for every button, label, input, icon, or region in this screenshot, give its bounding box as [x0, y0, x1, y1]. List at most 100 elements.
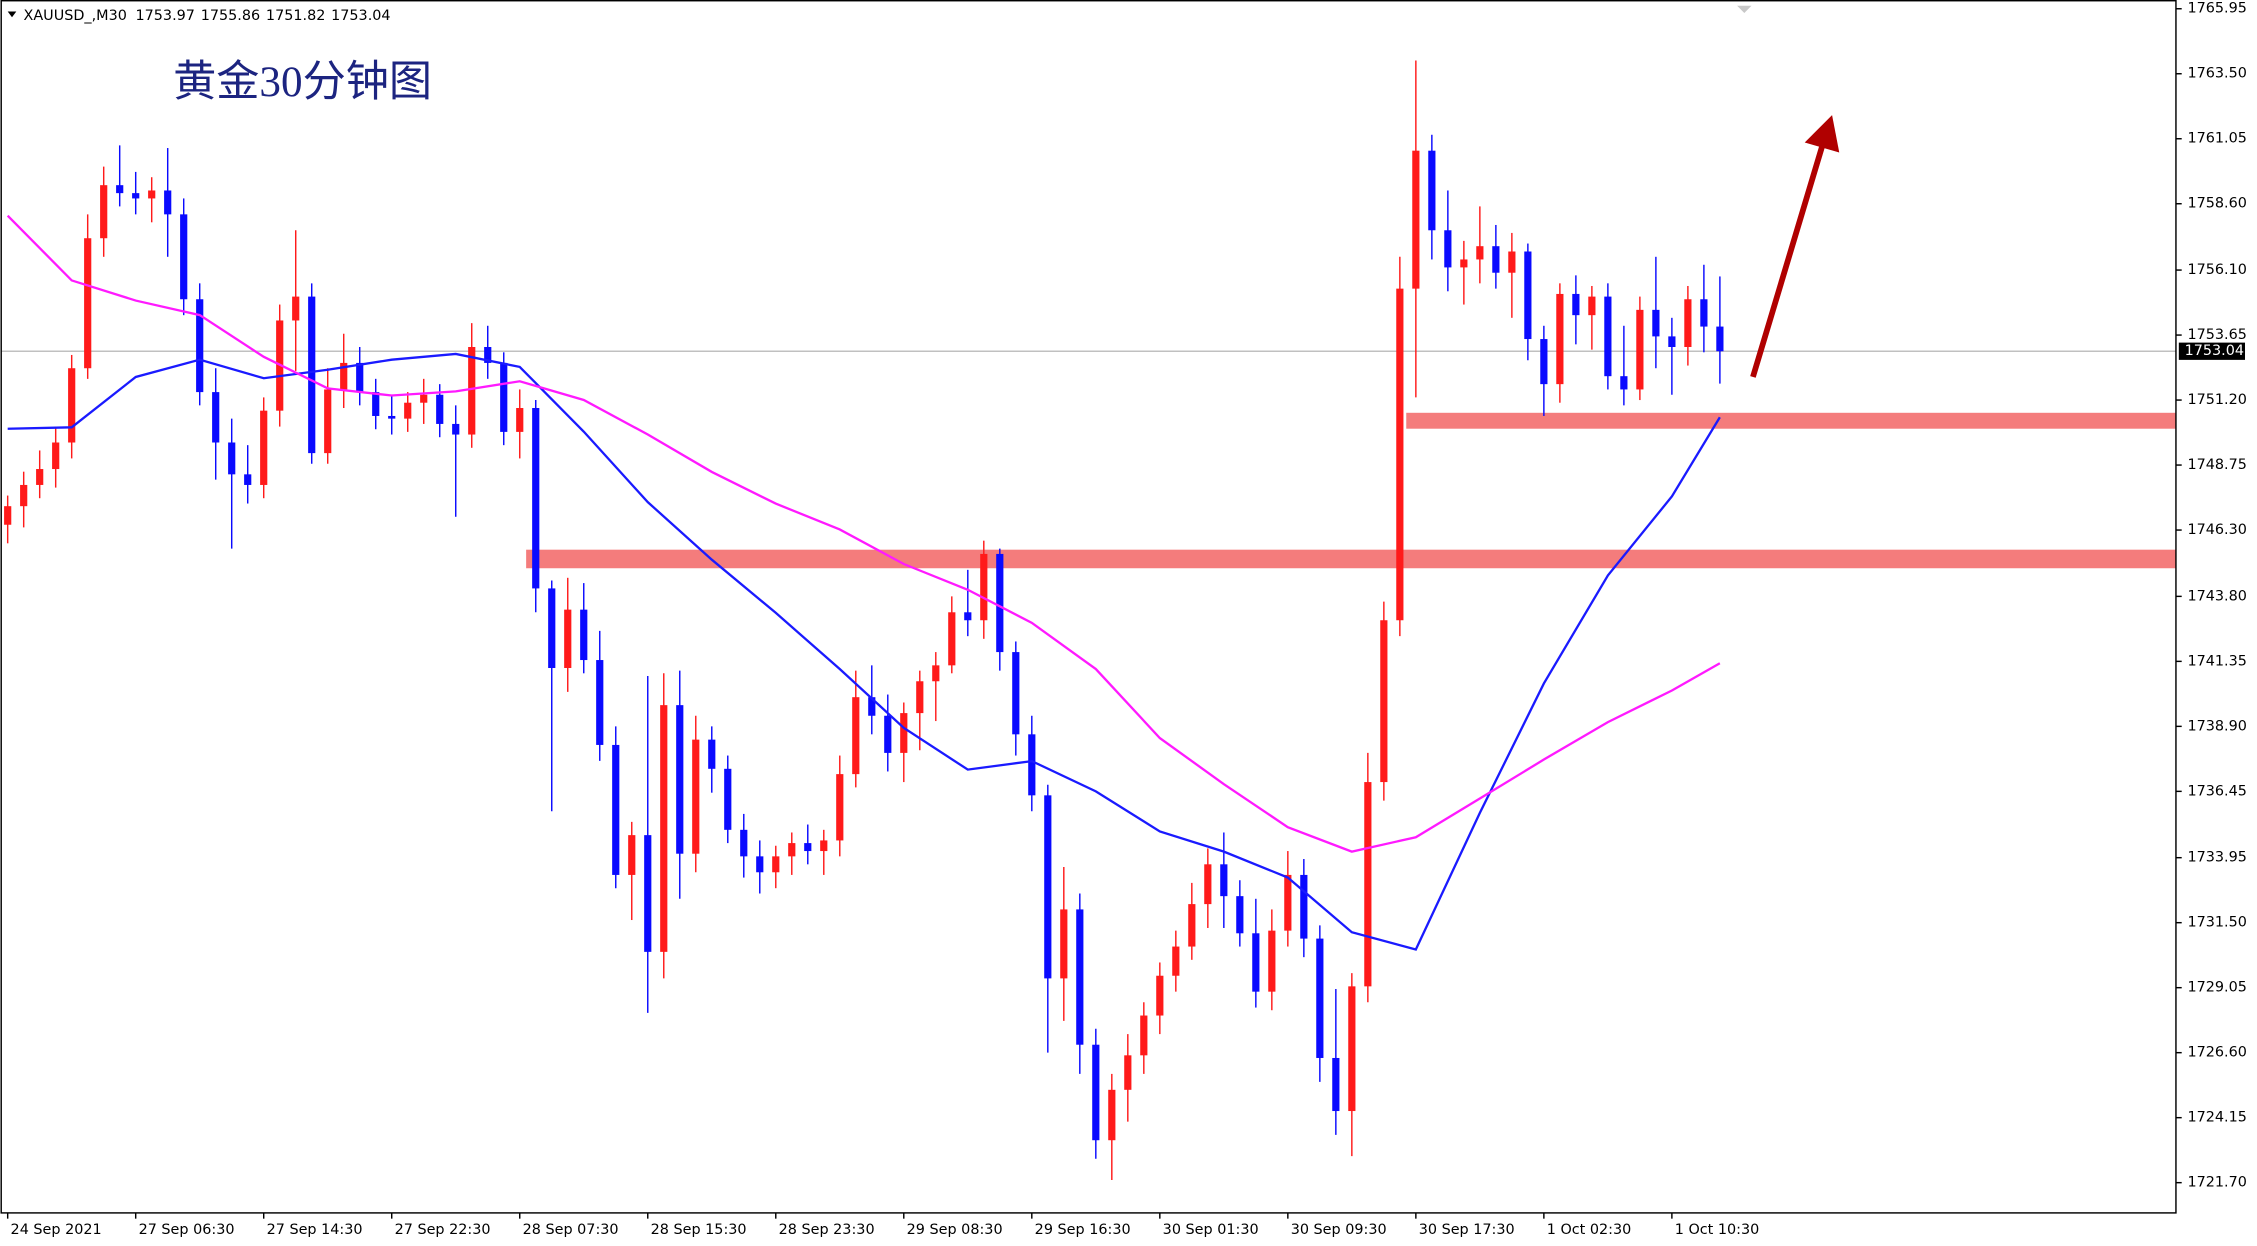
x-tick-label: 30 Sep 17:30: [1419, 1222, 1515, 1238]
x-tick-label: 28 Sep 07:30: [523, 1222, 619, 1238]
x-tick-label: 27 Sep 06:30: [139, 1222, 235, 1238]
candle-body: [1156, 975, 1164, 1016]
candle-body: [772, 856, 780, 873]
candle-body: [916, 681, 924, 714]
candle-body: [1268, 930, 1276, 992]
candle-body: [1364, 782, 1372, 987]
candle-body: [20, 484, 28, 507]
candle-body: [1396, 288, 1404, 621]
header-high: 1755.86: [201, 8, 260, 24]
candle-body: [292, 296, 300, 321]
candle-body: [452, 423, 460, 435]
candle-body: [1524, 251, 1532, 340]
candle-body: [628, 835, 636, 875]
y-tick-label: 1731.50: [2187, 915, 2246, 931]
candle-body: [1588, 296, 1596, 316]
candle-body: [820, 840, 828, 852]
y-tick-label: 1761.05: [2187, 131, 2246, 147]
candle-body: [180, 214, 188, 300]
candle-body: [1476, 246, 1484, 260]
candle-body: [948, 612, 956, 666]
candle-body: [724, 768, 732, 830]
y-tick-label: 1743.80: [2187, 588, 2246, 604]
candle-body: [740, 829, 748, 857]
candle-body: [596, 660, 604, 745]
candle-body: [1252, 933, 1260, 992]
chart-header: XAUUSD_,M30 1753.97 1755.86 1751.82 1753.04: [24, 8, 391, 24]
candle-body: [900, 713, 908, 753]
candle-body: [852, 697, 860, 775]
header-triangle: [7, 11, 17, 18]
candle-body: [1204, 864, 1212, 905]
candle-body: [244, 474, 252, 485]
candle-body: [356, 362, 364, 393]
candle-body: [980, 553, 988, 621]
candle-body: [340, 362, 348, 390]
candle-body: [372, 392, 380, 416]
candle-body: [836, 774, 844, 841]
candle-body: [1700, 299, 1708, 327]
y-tick-label: 1738.90: [2187, 718, 2246, 734]
candle-body: [964, 612, 972, 621]
candle-body: [1652, 309, 1660, 337]
candle-body: [1460, 259, 1468, 268]
x-tick-label: 29 Sep 16:30: [1035, 1222, 1131, 1238]
chart-title: 黄金30分钟图: [173, 58, 432, 106]
candle-body: [1540, 339, 1548, 385]
arrow-head: [1804, 115, 1840, 153]
candle-body: [500, 362, 508, 432]
candle-body: [692, 739, 700, 854]
candle-body: [580, 609, 588, 661]
candle-body: [484, 346, 492, 363]
candle-body: [1028, 734, 1036, 796]
candle-body: [1060, 909, 1068, 979]
candle-body: [212, 392, 220, 443]
candle-body: [260, 410, 268, 485]
candle-body: [788, 843, 796, 857]
candle-body: [308, 296, 316, 454]
last-price-label: 1753.04: [2185, 343, 2244, 359]
candle-body: [548, 588, 556, 669]
support-band: [1406, 412, 2176, 429]
candle-body: [1668, 336, 1676, 347]
last-price-box: [2178, 342, 2246, 360]
candle-body: [660, 705, 668, 952]
y-tick-label: 1741.35: [2187, 653, 2246, 669]
candle-body: [1684, 299, 1692, 347]
header-open: 1753.97: [136, 8, 195, 24]
header-close: 1753.04: [331, 8, 390, 24]
candle-body: [420, 394, 428, 403]
candle-body: [932, 665, 940, 682]
candle-body: [1428, 150, 1436, 231]
symbol: XAUUSD_,M30: [24, 8, 127, 24]
candle-body: [324, 389, 332, 454]
arrow-shaft: [1750, 145, 1825, 378]
candle-body: [1332, 1057, 1340, 1112]
candle-body: [1716, 326, 1724, 352]
candle-body: [132, 193, 140, 199]
candle-body: [1076, 909, 1084, 1045]
candle-body: [676, 705, 684, 854]
candle-body: [1508, 251, 1516, 273]
candle-body: [68, 368, 76, 443]
candle-body: [1412, 150, 1420, 289]
candle-body: [228, 442, 236, 475]
x-tick-label: 30 Sep 09:30: [1291, 1222, 1387, 1238]
candle-body: [196, 299, 204, 393]
x-tick-label: 30 Sep 01:30: [1163, 1222, 1259, 1238]
candle-body: [1572, 293, 1580, 316]
y-tick-label: 1765.95: [2187, 1, 2246, 17]
y-tick-label: 1721.70: [2187, 1175, 2246, 1191]
moving-average: [7, 352, 1721, 951]
candle-body: [404, 402, 412, 419]
x-tick-label: 27 Sep 22:30: [395, 1222, 491, 1238]
candle-body: [996, 553, 1004, 653]
support-band: [526, 549, 2176, 569]
y-tick-label: 1748.75: [2187, 457, 2246, 473]
y-tick-label: 1756.10: [2187, 262, 2246, 278]
shift-marker: [1737, 5, 1752, 13]
y-tick-label: 1746.30: [2187, 522, 2246, 538]
y-tick-label: 1733.95: [2187, 850, 2246, 866]
candle-body: [1220, 864, 1228, 897]
